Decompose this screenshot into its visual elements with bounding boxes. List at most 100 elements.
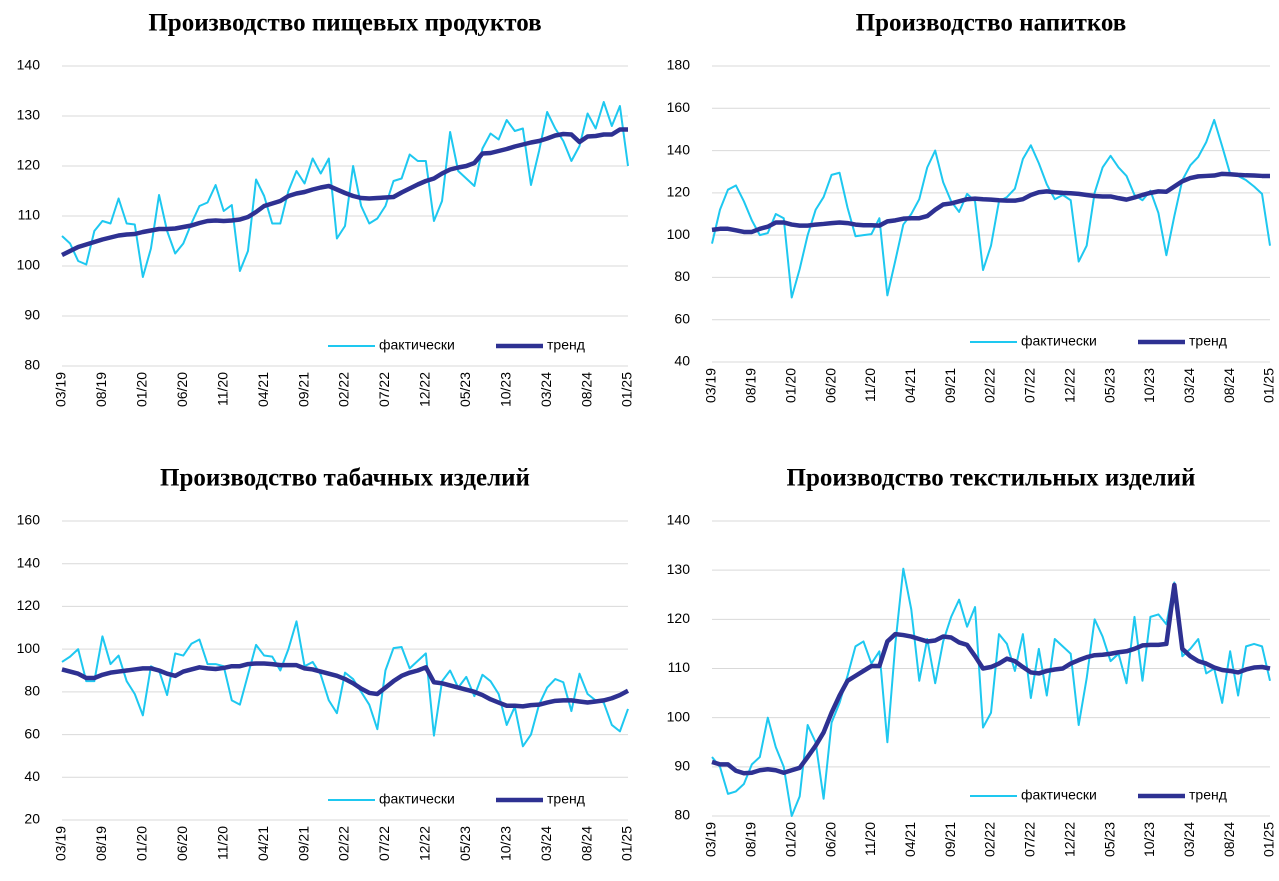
y-tick-label: 140 (667, 512, 691, 528)
series-line (711, 118, 1271, 299)
x-tick-label: 03/24 (538, 372, 554, 407)
series-line (61, 620, 629, 748)
series-line (61, 127, 628, 258)
y-tick-label: 180 (667, 57, 691, 73)
x-tick-label: 11/20 (214, 372, 230, 406)
y-tick-label: 100 (667, 226, 691, 242)
legend-label: тренд (547, 791, 585, 807)
y-tick-label: 140 (17, 57, 41, 73)
chart-title: Производство пищевых продуктов (148, 10, 541, 37)
x-tick-label: 05/23 (457, 372, 473, 407)
y-tick-label: 160 (17, 512, 41, 528)
x-tick-label: 03/19 (703, 368, 719, 403)
x-tick-label: 05/23 (1101, 368, 1117, 403)
x-tick-label: 12/22 (417, 372, 433, 407)
x-tick-label: 08/24 (1221, 368, 1237, 403)
y-tick-label: 120 (17, 157, 41, 173)
y-tick-label: 140 (17, 554, 41, 570)
x-tick-label: 02/22 (336, 826, 352, 861)
x-tick-label: 02/22 (336, 372, 352, 407)
legend-label: фактически (379, 337, 455, 353)
x-tick-label: 07/22 (376, 372, 392, 407)
x-tick-label: 12/22 (1061, 822, 1077, 857)
x-tick-label: 07/22 (1022, 822, 1038, 857)
y-tick-label: 120 (17, 597, 41, 613)
x-tick-label: 09/21 (295, 826, 311, 861)
y-tick-label: 40 (24, 768, 40, 784)
x-tick-label: 03/24 (538, 826, 554, 861)
x-tick-label: 03/19 (53, 372, 69, 407)
x-tick-label: 11/20 (862, 822, 878, 856)
series-line (711, 582, 1271, 776)
y-tick-label: 120 (667, 184, 691, 200)
chart-panel: Производство текстильных изделий 80 90 100 1… (667, 465, 1277, 857)
y-tick-label: 130 (17, 107, 41, 123)
x-tick-label: 11/20 (214, 826, 230, 860)
x-tick-label: 08/19 (93, 826, 109, 861)
y-tick-label: 160 (667, 99, 691, 115)
x-tick-label: 10/23 (1141, 368, 1157, 403)
y-tick-label: 90 (24, 307, 40, 323)
legend-label: фактически (1021, 787, 1097, 803)
x-tick-label: 04/21 (902, 822, 918, 857)
y-tick-label: 80 (674, 807, 690, 823)
y-tick-label: 80 (674, 268, 690, 284)
x-tick-label: 02/22 (982, 368, 998, 403)
x-tick-label: 03/24 (1181, 822, 1197, 857)
y-tick-label: 80 (24, 683, 40, 699)
x-tick-label: 09/21 (295, 372, 311, 407)
x-tick-label: 12/22 (417, 826, 433, 861)
legend-label: фактически (379, 791, 455, 807)
y-tick-label: 130 (667, 561, 691, 577)
y-tick-label: 100 (667, 708, 691, 724)
chart-title: Производство текстильных изделий (787, 465, 1196, 492)
y-tick-label: 110 (668, 659, 691, 675)
x-tick-label: 07/22 (1022, 368, 1038, 403)
y-tick-label: 60 (24, 725, 40, 741)
x-tick-label: 02/22 (982, 822, 998, 857)
x-tick-label: 09/21 (942, 368, 958, 403)
x-tick-label: 01/25 (1261, 368, 1277, 403)
x-tick-label: 04/21 (255, 826, 271, 861)
chart-panel: Производство табачных изделий 20 40 60 80 100… (17, 465, 635, 861)
x-tick-label: 05/23 (1101, 822, 1117, 857)
x-tick-label: 11/20 (862, 368, 878, 402)
x-tick-label: 01/20 (782, 368, 798, 403)
x-tick-label: 06/20 (174, 826, 190, 861)
x-tick-label: 01/25 (619, 372, 635, 407)
y-tick-label: 60 (674, 310, 690, 326)
x-tick-label: 03/24 (1181, 368, 1197, 403)
series-line (711, 567, 1271, 817)
chart-panel: Производство напитков 40 60 80 100 120 140 160 1… (667, 10, 1277, 403)
x-tick-label: 01/20 (134, 372, 150, 407)
x-tick-label: 01/20 (134, 826, 150, 861)
x-tick-label: 06/20 (822, 822, 838, 857)
x-tick-label: 08/19 (93, 372, 109, 407)
chart-title: Производство напитков (856, 10, 1127, 37)
x-tick-label: 05/23 (457, 826, 473, 861)
y-tick-label: 90 (674, 758, 690, 774)
x-tick-label: 06/20 (822, 368, 838, 403)
series-line (61, 661, 630, 709)
legend-label: тренд (1189, 787, 1227, 803)
x-tick-label: 08/24 (578, 372, 594, 407)
y-tick-label: 80 (24, 357, 40, 373)
x-tick-label: 10/23 (497, 826, 513, 861)
x-tick-label: 08/24 (1221, 822, 1237, 857)
x-tick-label: 04/21 (255, 372, 271, 407)
x-tick-label: 12/22 (1061, 368, 1077, 403)
y-tick-label: 40 (674, 353, 690, 369)
y-tick-label: 120 (667, 610, 691, 626)
chart-panel: Производство пищевых продуктов 80 90 100 110… (17, 10, 635, 407)
chart-title: Производство табачных изделий (160, 465, 530, 492)
x-tick-label: 04/21 (902, 368, 918, 403)
y-tick-label: 100 (17, 640, 41, 656)
series-line (61, 101, 629, 278)
x-tick-label: 10/23 (497, 372, 513, 407)
x-tick-label: 01/25 (1261, 822, 1277, 857)
x-tick-label: 06/20 (174, 372, 190, 407)
x-tick-label: 09/21 (942, 822, 958, 857)
legend-label: тренд (547, 337, 585, 353)
x-tick-label: 01/25 (619, 826, 635, 861)
